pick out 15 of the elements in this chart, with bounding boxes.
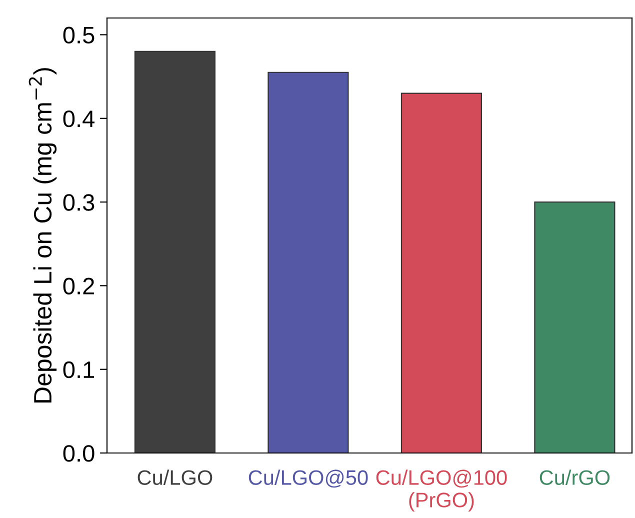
x-tick-label: Cu/LGO@100 (PrGO): [376, 470, 507, 512]
y-tick-label: 0.5: [63, 26, 94, 44]
y-tick-label: 0.1: [63, 361, 94, 378]
bar: [134, 50, 216, 453]
bar: [534, 201, 616, 453]
bar: [268, 72, 349, 453]
x-tick-label: Cu/rGO: [540, 470, 610, 485]
bar: [400, 92, 482, 453]
y-tick-label: 0.3: [63, 194, 94, 211]
x-tick-label: Cu/LGO@50: [248, 470, 368, 488]
y-tick-label: 0.4: [63, 110, 95, 128]
y-axis-title: Deposited Li on Cu (mg cm$^{−2}$): [28, 68, 57, 402]
y-tick-label: 0.2: [63, 278, 94, 294]
y-tick-label: 0.0: [63, 445, 94, 462]
x-tick-label: Cu/LGO: [138, 470, 212, 485]
